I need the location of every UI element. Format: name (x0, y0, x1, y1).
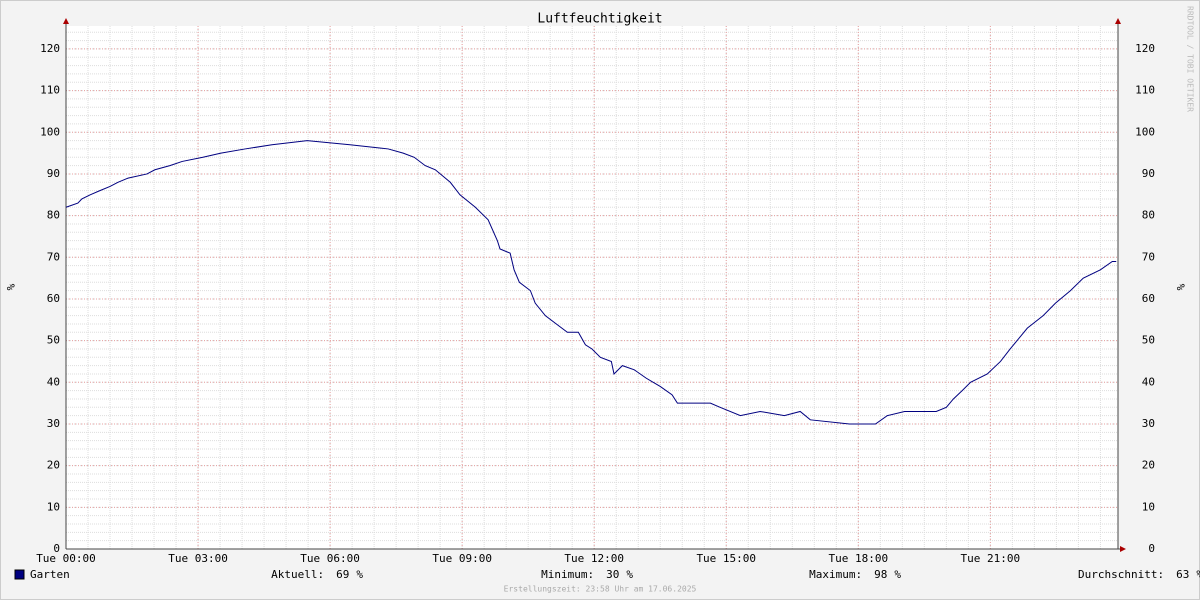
legend: Garten Aktuell: 69% Minimum: 30% Maximum: 98% D… (14, 568, 1200, 581)
stat-unit: % (1196, 568, 1200, 581)
legend-swatch (14, 569, 25, 580)
x-tick-label: Tue 03:00 (168, 552, 228, 565)
x-tick-label: Tue 21:00 (961, 552, 1021, 565)
y-tick-label: 100 (40, 125, 60, 138)
stat: Durchschnitt: 63% (1078, 568, 1200, 581)
y-tick-label: 120 (40, 42, 60, 55)
y2-tick-label: 50 (1142, 334, 1155, 347)
axis-arrow (1115, 18, 1121, 24)
axis-arrow (63, 18, 69, 24)
x-tick-label: Tue 15:00 (696, 552, 756, 565)
legend-label: Garten (30, 568, 70, 581)
stat-value: 30 (606, 568, 619, 581)
y-tick-label: 70 (47, 250, 60, 263)
plot (65, 140, 1117, 425)
y2-tick-label: 40 (1142, 375, 1155, 388)
y-tick-label: 0 (53, 542, 60, 555)
y2-tick-label: 100 (1135, 125, 1155, 138)
stat-unit: % (894, 568, 901, 581)
y2-tick-label: 30 (1142, 417, 1155, 430)
y-tick-label: 90 (47, 167, 60, 180)
grid (63, 18, 1126, 552)
footer: Erstellungszeit: 23:58 Uhr am 17.06.2025 (504, 585, 697, 594)
x-tick-label: Tue 18:00 (828, 552, 888, 565)
axis-arrow (1120, 546, 1126, 552)
y-tick-label: 110 (40, 84, 60, 97)
stat-label: Maximum: (809, 568, 862, 581)
stat-unit: % (356, 568, 363, 581)
data-line (65, 140, 1117, 425)
stat-label: Minimum: (541, 568, 594, 581)
x-tick-label: Tue 12:00 (564, 552, 624, 565)
y2-tick-label: 10 (1142, 500, 1155, 513)
y-tick-label: 20 (47, 459, 60, 472)
stat: Maximum: 98% (809, 568, 901, 581)
y-tick-label: 40 (47, 375, 60, 388)
stat-unit: % (626, 568, 633, 581)
stat: Minimum: 30% (541, 568, 633, 581)
y2-tick-label: 60 (1142, 292, 1155, 305)
stat-label: Durchschnitt: (1078, 568, 1164, 581)
y-tick-label: 80 (47, 209, 60, 222)
stat-value: 63 (1176, 568, 1189, 581)
x-tick-label: Tue 09:00 (432, 552, 492, 565)
y2-tick-label: 20 (1142, 459, 1155, 472)
stat-value: 69 (336, 568, 349, 581)
chart-title: Luftfeuchtigkeit (537, 12, 662, 27)
plot-area (66, 26, 1118, 549)
stat-label: Aktuell: (271, 568, 324, 581)
y-axis-label: % (4, 284, 17, 291)
y-tick-label: 50 (47, 334, 60, 347)
x-tick-label: Tue 06:00 (300, 552, 360, 565)
stat-value: 98 (874, 568, 887, 581)
y2-tick-label: 90 (1142, 167, 1155, 180)
y-tick-label: 60 (47, 292, 60, 305)
y-tick-label: 10 (47, 500, 60, 513)
y2-tick-label: 110 (1135, 84, 1155, 97)
y2-tick-label: 70 (1142, 250, 1155, 263)
watermark: RRDTOOL / TOBI OETIKER (1186, 6, 1195, 112)
x-tick-label: Tue 00:00 (36, 552, 96, 565)
y2-axis-label: % (1174, 284, 1187, 291)
stat: Aktuell: 69% (271, 568, 363, 581)
y-tick-label: 30 (47, 417, 60, 430)
y2-tick-label: 120 (1135, 42, 1155, 55)
y2-tick-label: 0 (1148, 542, 1155, 555)
y2-tick-label: 80 (1142, 209, 1155, 222)
